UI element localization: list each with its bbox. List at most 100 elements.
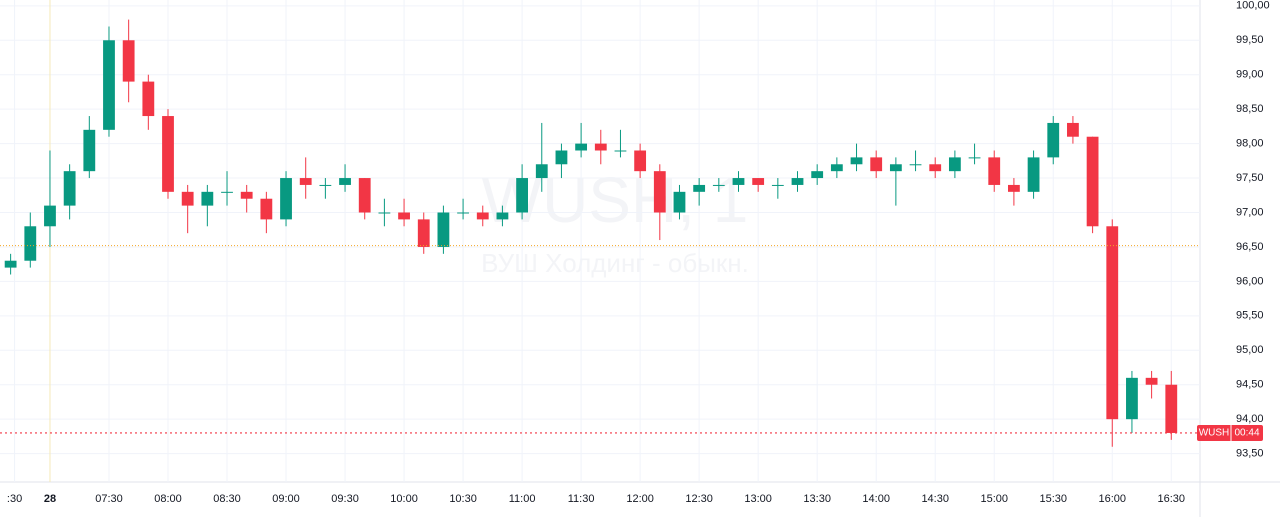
candle-body	[1047, 122, 1060, 158]
y-tick-label: 98,50	[1236, 103, 1264, 115]
candle-body	[417, 219, 430, 247]
x-tick-label: 16:30	[1158, 493, 1186, 505]
countdown-label: 00:44	[1234, 428, 1259, 439]
candle-body	[712, 184, 725, 186]
candle-body	[988, 157, 1001, 185]
candle-body	[1008, 184, 1020, 192]
y-tick-label: 98,00	[1236, 138, 1264, 150]
x-tick-label: 08:00	[154, 493, 182, 505]
candle-body	[771, 184, 784, 186]
x-tick-label: :30	[7, 493, 22, 505]
y-tick-label: 99,50	[1236, 34, 1264, 46]
candle-body	[535, 164, 548, 179]
candle-body	[260, 198, 273, 220]
candle-body	[122, 40, 135, 82]
candle-body	[948, 157, 961, 172]
candle-body	[968, 157, 981, 159]
candle-body	[378, 212, 391, 214]
candle-body	[555, 150, 568, 165]
candle-body	[201, 191, 214, 206]
y-tick-label: 94,50	[1236, 379, 1264, 391]
candle-body	[24, 226, 37, 261]
candle-body	[653, 171, 666, 213]
x-tick-label: 11:00	[509, 493, 536, 505]
x-tick-label: 13:00	[744, 493, 772, 505]
candle-body	[1145, 377, 1158, 385]
candle-body	[339, 178, 351, 185]
y-tick-label: 95,00	[1236, 344, 1264, 356]
candle-body	[142, 81, 155, 117]
y-tick-label: 94,00	[1236, 413, 1264, 425]
candle-body	[1086, 136, 1099, 227]
x-tick-label: 15:00	[980, 493, 1008, 505]
candle-body	[240, 191, 253, 199]
candle-body	[1126, 377, 1138, 420]
candle-body	[162, 116, 174, 192]
candle-body	[811, 171, 824, 179]
candle-body	[221, 191, 233, 193]
x-tick-label: 10:00	[390, 493, 418, 505]
y-tick-label: 99,00	[1236, 69, 1264, 81]
watermark-subtitle: ВУШ Холдинг - обыкн.	[481, 248, 749, 278]
last-price-tag	[1197, 424, 1263, 441]
candle-body	[516, 178, 528, 213]
x-tick-label: 11:30	[568, 493, 595, 505]
candle-body	[693, 184, 706, 192]
candle-body	[1067, 122, 1079, 137]
candle-body	[103, 40, 115, 130]
y-tick-label: 96,00	[1236, 275, 1264, 287]
x-tick-label: 07:30	[95, 493, 123, 505]
candle-body	[496, 212, 509, 220]
y-tick-label: 97,00	[1236, 206, 1264, 218]
y-tick-label: 100,00	[1236, 0, 1270, 12]
candle-body	[614, 150, 627, 152]
candle-body	[889, 164, 902, 172]
candle-body	[1165, 384, 1178, 433]
candle-body	[398, 212, 410, 220]
candle-body	[44, 205, 56, 227]
candle-body	[476, 212, 489, 220]
candle-body	[457, 212, 469, 214]
x-tick-label: 14:30	[921, 493, 949, 505]
x-tick-label: 28	[44, 493, 56, 505]
candle-body	[752, 178, 765, 185]
x-tick-label: 12:00	[626, 493, 654, 505]
y-tick-label: 95,50	[1236, 310, 1264, 322]
x-tick-label: 08:30	[213, 493, 241, 505]
candle-body	[299, 178, 312, 185]
candle-body	[1106, 226, 1119, 420]
y-tick-label: 93,50	[1236, 448, 1264, 460]
candle-body	[575, 143, 588, 151]
x-tick-label: 10:30	[449, 493, 477, 505]
candle-body	[1027, 157, 1040, 192]
x-tick-label: 16:00	[1098, 493, 1126, 505]
x-tick-label: 12:30	[685, 493, 713, 505]
candle-body	[319, 184, 332, 186]
x-tick-label: 14:00	[862, 493, 890, 505]
candle-body	[437, 212, 450, 247]
symbol-label: WUSH	[1199, 428, 1230, 439]
candle-body	[929, 164, 942, 172]
candle-body	[673, 191, 686, 213]
candle-body	[791, 178, 804, 185]
candle-body	[634, 150, 647, 172]
candle-body	[83, 129, 96, 172]
candle-body	[909, 164, 922, 166]
candle-body	[870, 157, 883, 172]
candle-body	[358, 178, 371, 213]
candle-body	[4, 260, 17, 268]
y-tick-label: 97,50	[1236, 172, 1264, 184]
candle-body	[830, 164, 843, 172]
x-tick-label: 15:30	[1039, 493, 1067, 505]
x-tick-label: 09:00	[272, 493, 300, 505]
candle-body	[594, 143, 607, 151]
candle-body	[850, 157, 863, 165]
y-tick-label: 96,50	[1236, 241, 1264, 253]
candle-body	[732, 178, 745, 185]
candle-body	[63, 171, 76, 206]
candle-body	[181, 191, 194, 206]
candle-body	[280, 178, 292, 220]
x-tick-label: 09:30	[331, 493, 359, 505]
